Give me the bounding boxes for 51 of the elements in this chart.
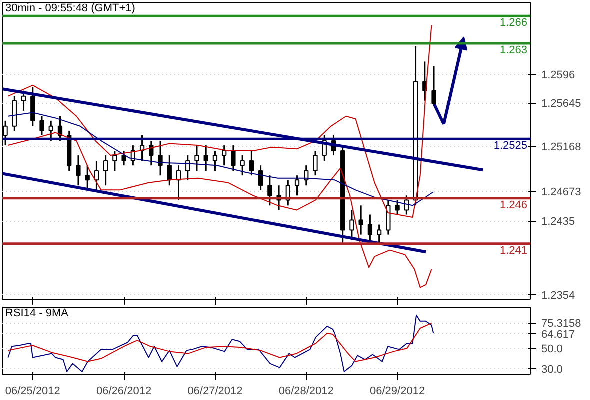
candlestick [204,144,208,172]
x-tick-label: 06/26/2012 [96,386,152,398]
candlestick [48,120,54,142]
candlestick [231,144,236,172]
candlestick [268,174,272,206]
candlestick [76,154,81,186]
candlestick [358,204,364,236]
candlestick [104,154,108,186]
candlestick [313,150,318,176]
y-tick-label: 1.25168 [542,142,582,154]
candlestick [249,150,254,176]
y-tick-label: 1.25645 [542,98,582,110]
x-tick-label: 06/29/2012 [370,386,426,398]
candlestick [112,150,118,172]
line-series [8,322,432,362]
y-tick-label: 75.3158 [542,318,582,330]
candlestick [222,144,227,166]
y-tick-label: 50.0 [542,344,563,356]
candlestick [240,154,245,176]
x-tick-label: 06/25/2012 [5,386,60,398]
candlestick [258,164,264,191]
candlestick [94,160,100,191]
chart-title: RSI14 - 9MA [6,308,70,320]
y-tick-label: 64.617 [542,328,576,341]
candlestick [40,116,44,136]
y-tick-label: 1.2596 [542,69,576,82]
y-tick-label: 1.2354 [542,290,576,302]
candlestick [432,66,436,108]
line-series [8,132,432,288]
candlestick [158,140,163,176]
candlestick [368,214,373,242]
candlestick [395,199,400,216]
x-tick-label: 06/27/2012 [188,386,243,398]
candlestick [194,144,200,172]
y-tick-label: 30.0 [542,364,563,376]
ref-line-label: 1.246 [500,199,528,212]
candlestick [122,150,126,166]
candlestick [85,164,90,191]
line-series [8,24,432,218]
ref-line-label: 1.2525 [494,140,528,152]
candlestick [350,209,354,242]
ref-line-label: 1.241 [500,244,528,257]
y-tick-label: 1.24673 [542,186,582,199]
candlestick [167,154,172,186]
candlestick [294,174,300,196]
ref-line-label: 1.263 [500,44,528,56]
candlestick [212,150,218,172]
y-tick-label: 1.2435 [542,216,576,228]
ref-line-label: 1.266 [500,17,528,30]
chart-title: 30min - 09:55:48 (GMT+1) [6,2,136,14]
x-tick-label: 06/28/2012 [278,386,334,398]
